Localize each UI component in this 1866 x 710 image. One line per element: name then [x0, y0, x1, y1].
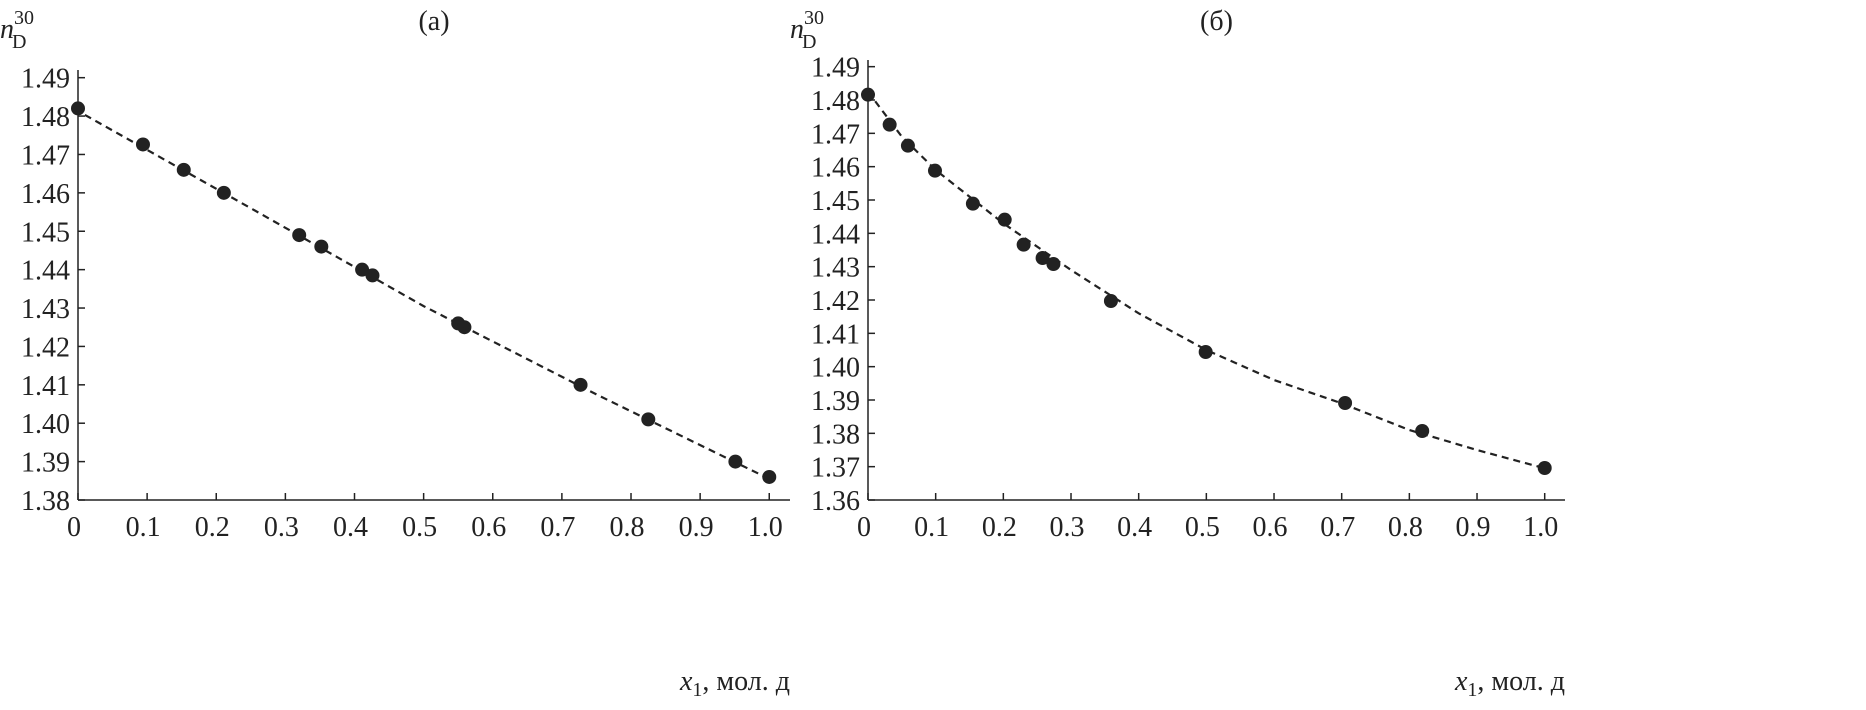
y-tick-label: 1.38: [21, 486, 70, 517]
y-tick-label: 1.47: [811, 119, 860, 150]
y-label-sub: D: [12, 31, 26, 53]
data-point: [135, 137, 150, 152]
data-point: [573, 377, 588, 392]
x-tick-label: 1.0: [1523, 512, 1558, 543]
x-label-sub: 1: [692, 679, 702, 701]
data-point: [1338, 396, 1353, 410]
x-tick-label: 0.5: [402, 512, 437, 543]
data-point: [997, 212, 1012, 227]
data-point: [71, 101, 85, 116]
y-tick-label: 1.40: [811, 353, 860, 384]
x-tick-label: 0.6: [471, 512, 506, 543]
x-tick-label: 0.2: [195, 512, 230, 543]
data-point: [965, 196, 980, 211]
x-tick-label: 0.9: [679, 512, 714, 543]
x-tick-label: 0.2: [982, 512, 1017, 543]
fit-line: [867, 91, 1545, 470]
x-label-sub: 1: [1467, 679, 1477, 701]
chart-panel: 1.38 1.39 1.40 1.41 1.42 1.43 1.44 1.45 1.46 1.47…: [0, 6, 790, 701]
y-tick-label: 1.49: [811, 53, 860, 84]
y-tick-label: 1.42: [21, 332, 70, 363]
y-tick-label: 1.39: [21, 448, 70, 479]
x-tick-label: 0.8: [1388, 512, 1423, 543]
y-tick-label: 1.48: [811, 86, 860, 117]
fit-line: [84, 113, 770, 480]
x-tick-label: 0.9: [1456, 512, 1491, 543]
x-label-rest: , мол. д: [1477, 666, 1565, 697]
y-label-main: n: [0, 14, 14, 45]
y-tick-label: 1.49: [21, 64, 70, 95]
x-tick-label: 0.3: [1050, 512, 1085, 543]
y-tick-label: 1.46: [21, 179, 70, 210]
y-tick-label: 1.41: [811, 319, 860, 350]
x-tick-label: 0.8: [610, 512, 645, 543]
y-tick-label: 1.41: [21, 371, 70, 402]
y-tick-label: 1.43: [21, 294, 70, 325]
y-tick-label: 1.36: [811, 486, 860, 517]
y-tick-label: 1.39: [811, 386, 860, 417]
y-tick-label: 1.43: [811, 253, 860, 284]
y-label-sup: 30: [14, 7, 34, 29]
y-tick-label: 1.38: [811, 419, 860, 450]
data-point: [1103, 294, 1118, 308]
y-tick-label: 1.44: [811, 219, 860, 250]
data-point: [365, 268, 380, 283]
x-tick-label: 0: [857, 512, 871, 543]
x-tick-label: 0.3: [264, 512, 299, 543]
data-point: [762, 469, 777, 484]
data-point: [900, 138, 915, 153]
y-tick-label: 1.45: [21, 217, 70, 248]
x-tick-label: 0.4: [1117, 512, 1152, 543]
x-tick-label: 0.7: [540, 512, 575, 543]
y-tick-label: 1.48: [21, 102, 70, 133]
x-tick-label: 1.0: [748, 512, 783, 543]
y-tick-label: 1.47: [21, 140, 70, 171]
y-tick-label: 1.42: [811, 286, 860, 317]
y-tick-label: 1.40: [21, 409, 70, 440]
chart-title: (а): [418, 6, 449, 37]
y-axis-label: n30 D: [0, 7, 34, 53]
data-point: [1016, 237, 1031, 252]
x-axis-label: x1, мол. д: [679, 666, 790, 701]
x-label-main: x: [1454, 666, 1468, 697]
data-point: [861, 87, 875, 102]
x-tick-label: 0: [67, 512, 81, 543]
x-tick-label: 0.7: [1320, 512, 1355, 543]
data-point: [1537, 461, 1552, 475]
x-tick-label: 0.4: [333, 512, 368, 543]
data-point: [1035, 251, 1050, 265]
y-label-main: n: [790, 14, 804, 45]
x-label-rest: , мол. д: [702, 666, 790, 697]
chart-panel: 1.361.371.381.391.401.411.421.431.441.45…: [790, 6, 1565, 701]
y-tick-label: 1.46: [811, 153, 860, 184]
y-tick-label: 1.45: [811, 186, 860, 217]
chart-title: (б): [1200, 6, 1233, 37]
y-label-sub: D: [802, 31, 816, 53]
y-label-sup: 30: [804, 7, 824, 29]
y-tick-label: 1.44: [21, 256, 70, 287]
y-tick-label: 1.37: [811, 453, 860, 484]
x-tick-label: 0.1: [914, 512, 949, 543]
data-point: [882, 117, 897, 132]
data-point: [355, 262, 370, 277]
x-tick-label: 0.6: [1253, 512, 1288, 543]
data-point: [314, 239, 329, 254]
data-point: [1046, 257, 1061, 271]
x-label-main: x: [679, 666, 693, 697]
x-axis-label: x1, мол. д: [1454, 666, 1565, 701]
x-tick-label: 0.1: [126, 512, 161, 543]
y-axis-label: n30 D: [790, 7, 824, 53]
x-tick-label: 0.5: [1185, 512, 1220, 543]
